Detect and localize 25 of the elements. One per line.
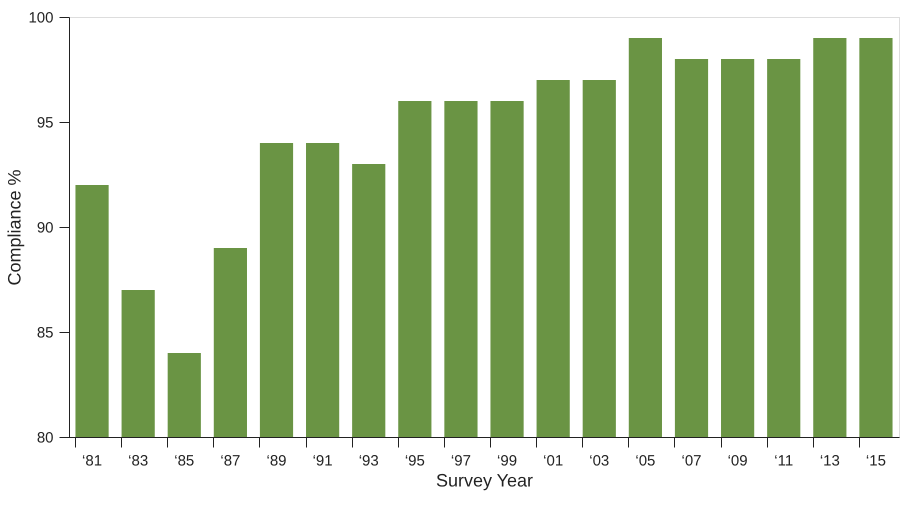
y-tick-label: 100 <box>28 10 54 26</box>
y-tick-label: 80 <box>36 430 54 446</box>
x-tick-label: ‘81 <box>82 452 102 470</box>
x-axis-title: Survey Year <box>436 470 534 490</box>
x-tick-label: ‘93 <box>358 452 379 470</box>
x-tick-label: ‘87 <box>220 452 240 470</box>
x-tick-label: ‘97 <box>450 452 471 470</box>
x-tick-label: ‘99 <box>497 452 518 470</box>
x-tick-label: ‘83 <box>128 452 148 470</box>
y-axis-title: Compliance % <box>4 169 24 286</box>
x-tick-label: ‘07 <box>681 452 702 470</box>
x-tick-label: ‘03 <box>589 452 610 470</box>
x-tick-label: ‘15 <box>866 452 886 470</box>
x-tick-label: ‘89 <box>266 452 287 470</box>
y-tick-label: 90 <box>36 220 54 236</box>
x-tick-label: ‘09 <box>728 452 748 470</box>
y-tick-label: 95 <box>36 114 54 132</box>
x-tick-label: ‘05 <box>635 452 656 470</box>
x-tick-label: ‘13 <box>820 452 840 470</box>
x-tick-label: ‘91 <box>312 452 333 470</box>
x-tick-label: ‘11 <box>774 452 794 470</box>
y-tick-label: 85 <box>36 324 54 342</box>
x-tick-label: ‘01 <box>543 452 564 470</box>
x-tick-label: ‘85 <box>174 452 194 470</box>
x-tick-label: ‘95 <box>404 452 425 470</box>
